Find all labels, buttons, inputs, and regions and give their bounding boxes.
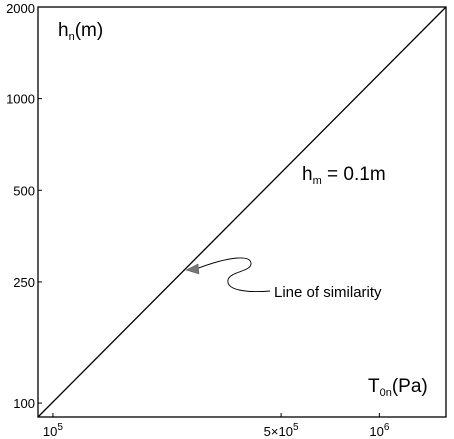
annotation-leader [195,257,271,292]
x-tick-label: 105 [43,422,63,439]
annotation-arrowhead [185,263,200,275]
x-ticks: 105 5×105 106 [43,413,390,439]
y-tick-label: 500 [13,183,35,198]
x-tick-label: 5×105 [264,422,299,439]
y-tick-label: 2000 [6,1,35,16]
similarity-line [37,6,447,418]
x-axis-label: T0n(Pa) [368,376,428,399]
series-label: hm = 0.1m [302,164,386,187]
x-tick-label: 106 [369,422,389,439]
y-tick-label: 100 [13,396,35,411]
y-ticks: 100 250 500 1000 2000 [6,1,42,411]
plot-frame [37,6,447,418]
annotation: Line of similarity [185,257,382,301]
annotation-label: Line of similarity [274,284,382,301]
y-axis-label: hn(m) [58,20,103,43]
y-tick-label: 250 [13,275,35,290]
y-tick-label: 1000 [6,92,35,107]
